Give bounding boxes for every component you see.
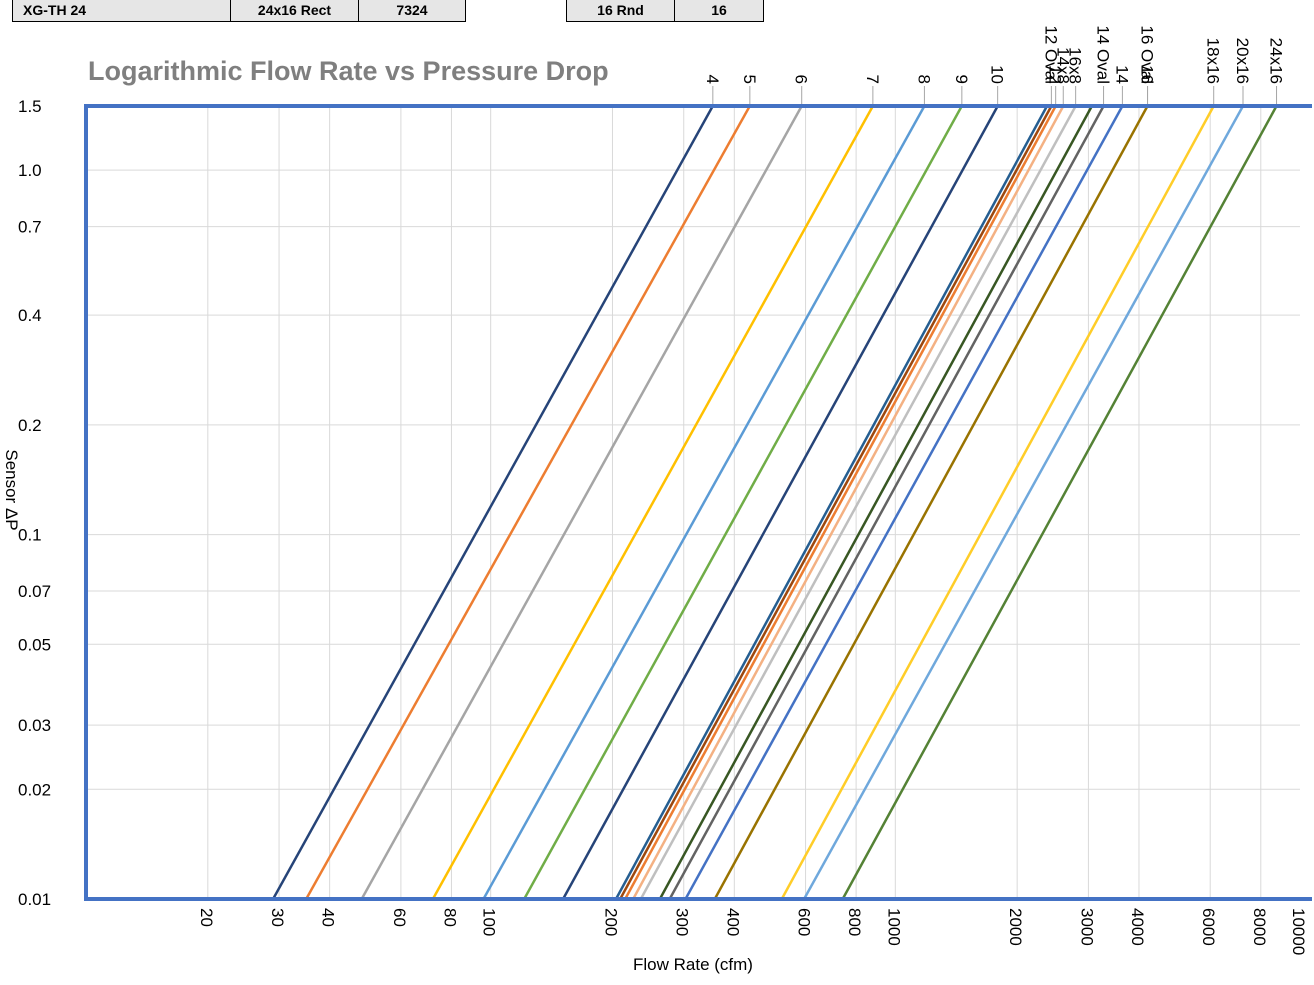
series-label: 6 xyxy=(792,75,811,84)
series-label: 18x16 xyxy=(1204,38,1223,84)
series-line xyxy=(272,105,714,900)
series-label: 7 xyxy=(863,75,882,84)
series-label: 5 xyxy=(740,75,759,84)
number-cell: 7324 xyxy=(396,2,428,18)
x-tick-label: 6000 xyxy=(1199,908,1218,946)
x-tick-label: 2000 xyxy=(1006,908,1025,946)
series-line xyxy=(305,105,751,900)
y-tick-label: 0.01 xyxy=(18,890,51,909)
number-cell: 16 xyxy=(711,2,727,18)
y-tick-label: 0.02 xyxy=(18,780,51,799)
series-label: 4 xyxy=(703,75,722,84)
x-tick-label: 80 xyxy=(440,908,459,927)
series-label: 14 xyxy=(1112,65,1131,84)
x-tick-label: 800 xyxy=(845,908,864,936)
x-tick-label: 300 xyxy=(673,908,692,936)
size-cell: 16 Rnd xyxy=(567,0,675,21)
series-line xyxy=(632,105,1065,900)
series-line xyxy=(482,105,926,900)
series-label: 16x8 xyxy=(1066,47,1085,84)
series-line xyxy=(780,105,1215,900)
y-axis-title: Sensor ΔP xyxy=(2,449,21,530)
series-label: 12 Oval xyxy=(1041,25,1060,84)
x-tick-label: 40 xyxy=(319,908,338,927)
y-tick-label: 0.2 xyxy=(18,416,42,435)
x-tick-label: 3000 xyxy=(1077,908,1096,946)
series-label: 14 Oval xyxy=(1094,25,1113,84)
series-label: 16 xyxy=(1138,65,1157,84)
series-line xyxy=(360,105,803,900)
series-label: 12 xyxy=(1046,65,1065,84)
series-line xyxy=(668,105,1105,900)
series-label: 8 xyxy=(914,75,933,84)
size-cell: 24x16 Rect xyxy=(231,0,359,21)
x-tick-label: 600 xyxy=(795,908,814,936)
y-tick-label: 0.05 xyxy=(18,635,51,654)
series-label: 10 xyxy=(988,65,1007,84)
series-line xyxy=(562,105,999,900)
series-line xyxy=(841,105,1278,900)
series-line xyxy=(684,105,1124,900)
series-line xyxy=(639,105,1077,900)
size-table: 16 Rnd 16 xyxy=(566,0,764,22)
series-line xyxy=(431,105,874,900)
x-tick-label: 30 xyxy=(268,908,287,927)
series-label: 24x16 xyxy=(1267,38,1286,84)
series-line xyxy=(713,105,1149,900)
x-tick-label: 200 xyxy=(601,908,620,936)
y-tick-label: 0.7 xyxy=(18,218,42,237)
x-tick-label: 60 xyxy=(390,908,409,927)
y-tick-label: 0.03 xyxy=(18,716,51,735)
series-line xyxy=(619,105,1053,900)
model-table: XG-TH 24 24x16 Rect 7324 xyxy=(12,0,466,22)
x-tick-label: 4000 xyxy=(1128,908,1147,946)
y-tick-label: 0.07 xyxy=(18,582,51,601)
series-line xyxy=(523,105,963,900)
y-tick-label: 1.0 xyxy=(18,161,42,180)
series-label: 14x8 xyxy=(1053,47,1072,84)
chart-title: Logarithmic Flow Rate vs Pressure Drop xyxy=(88,56,609,86)
series-line xyxy=(803,105,1245,900)
series-line xyxy=(658,105,1093,900)
x-tick-label: 400 xyxy=(723,908,742,936)
x-tick-label: 10000 xyxy=(1289,908,1308,955)
y-tick-label: 0.4 xyxy=(18,306,42,325)
model-cell: XG-TH 24 xyxy=(13,0,231,21)
series-label: 20x16 xyxy=(1233,38,1252,84)
y-tick-label: 1.5 xyxy=(18,97,42,116)
series-line xyxy=(624,105,1057,900)
x-axis-title: Flow Rate (cfm) xyxy=(633,955,753,974)
x-tick-label: 8000 xyxy=(1250,908,1269,946)
series-label: 16 Oval xyxy=(1138,25,1157,84)
y-tick-label: 0.1 xyxy=(18,526,42,545)
x-tick-label: 100 xyxy=(480,908,499,936)
x-tick-label: 20 xyxy=(197,908,216,927)
series-line xyxy=(614,105,1049,900)
series-label: 9 xyxy=(952,75,971,84)
x-tick-label: 1000 xyxy=(884,908,903,946)
